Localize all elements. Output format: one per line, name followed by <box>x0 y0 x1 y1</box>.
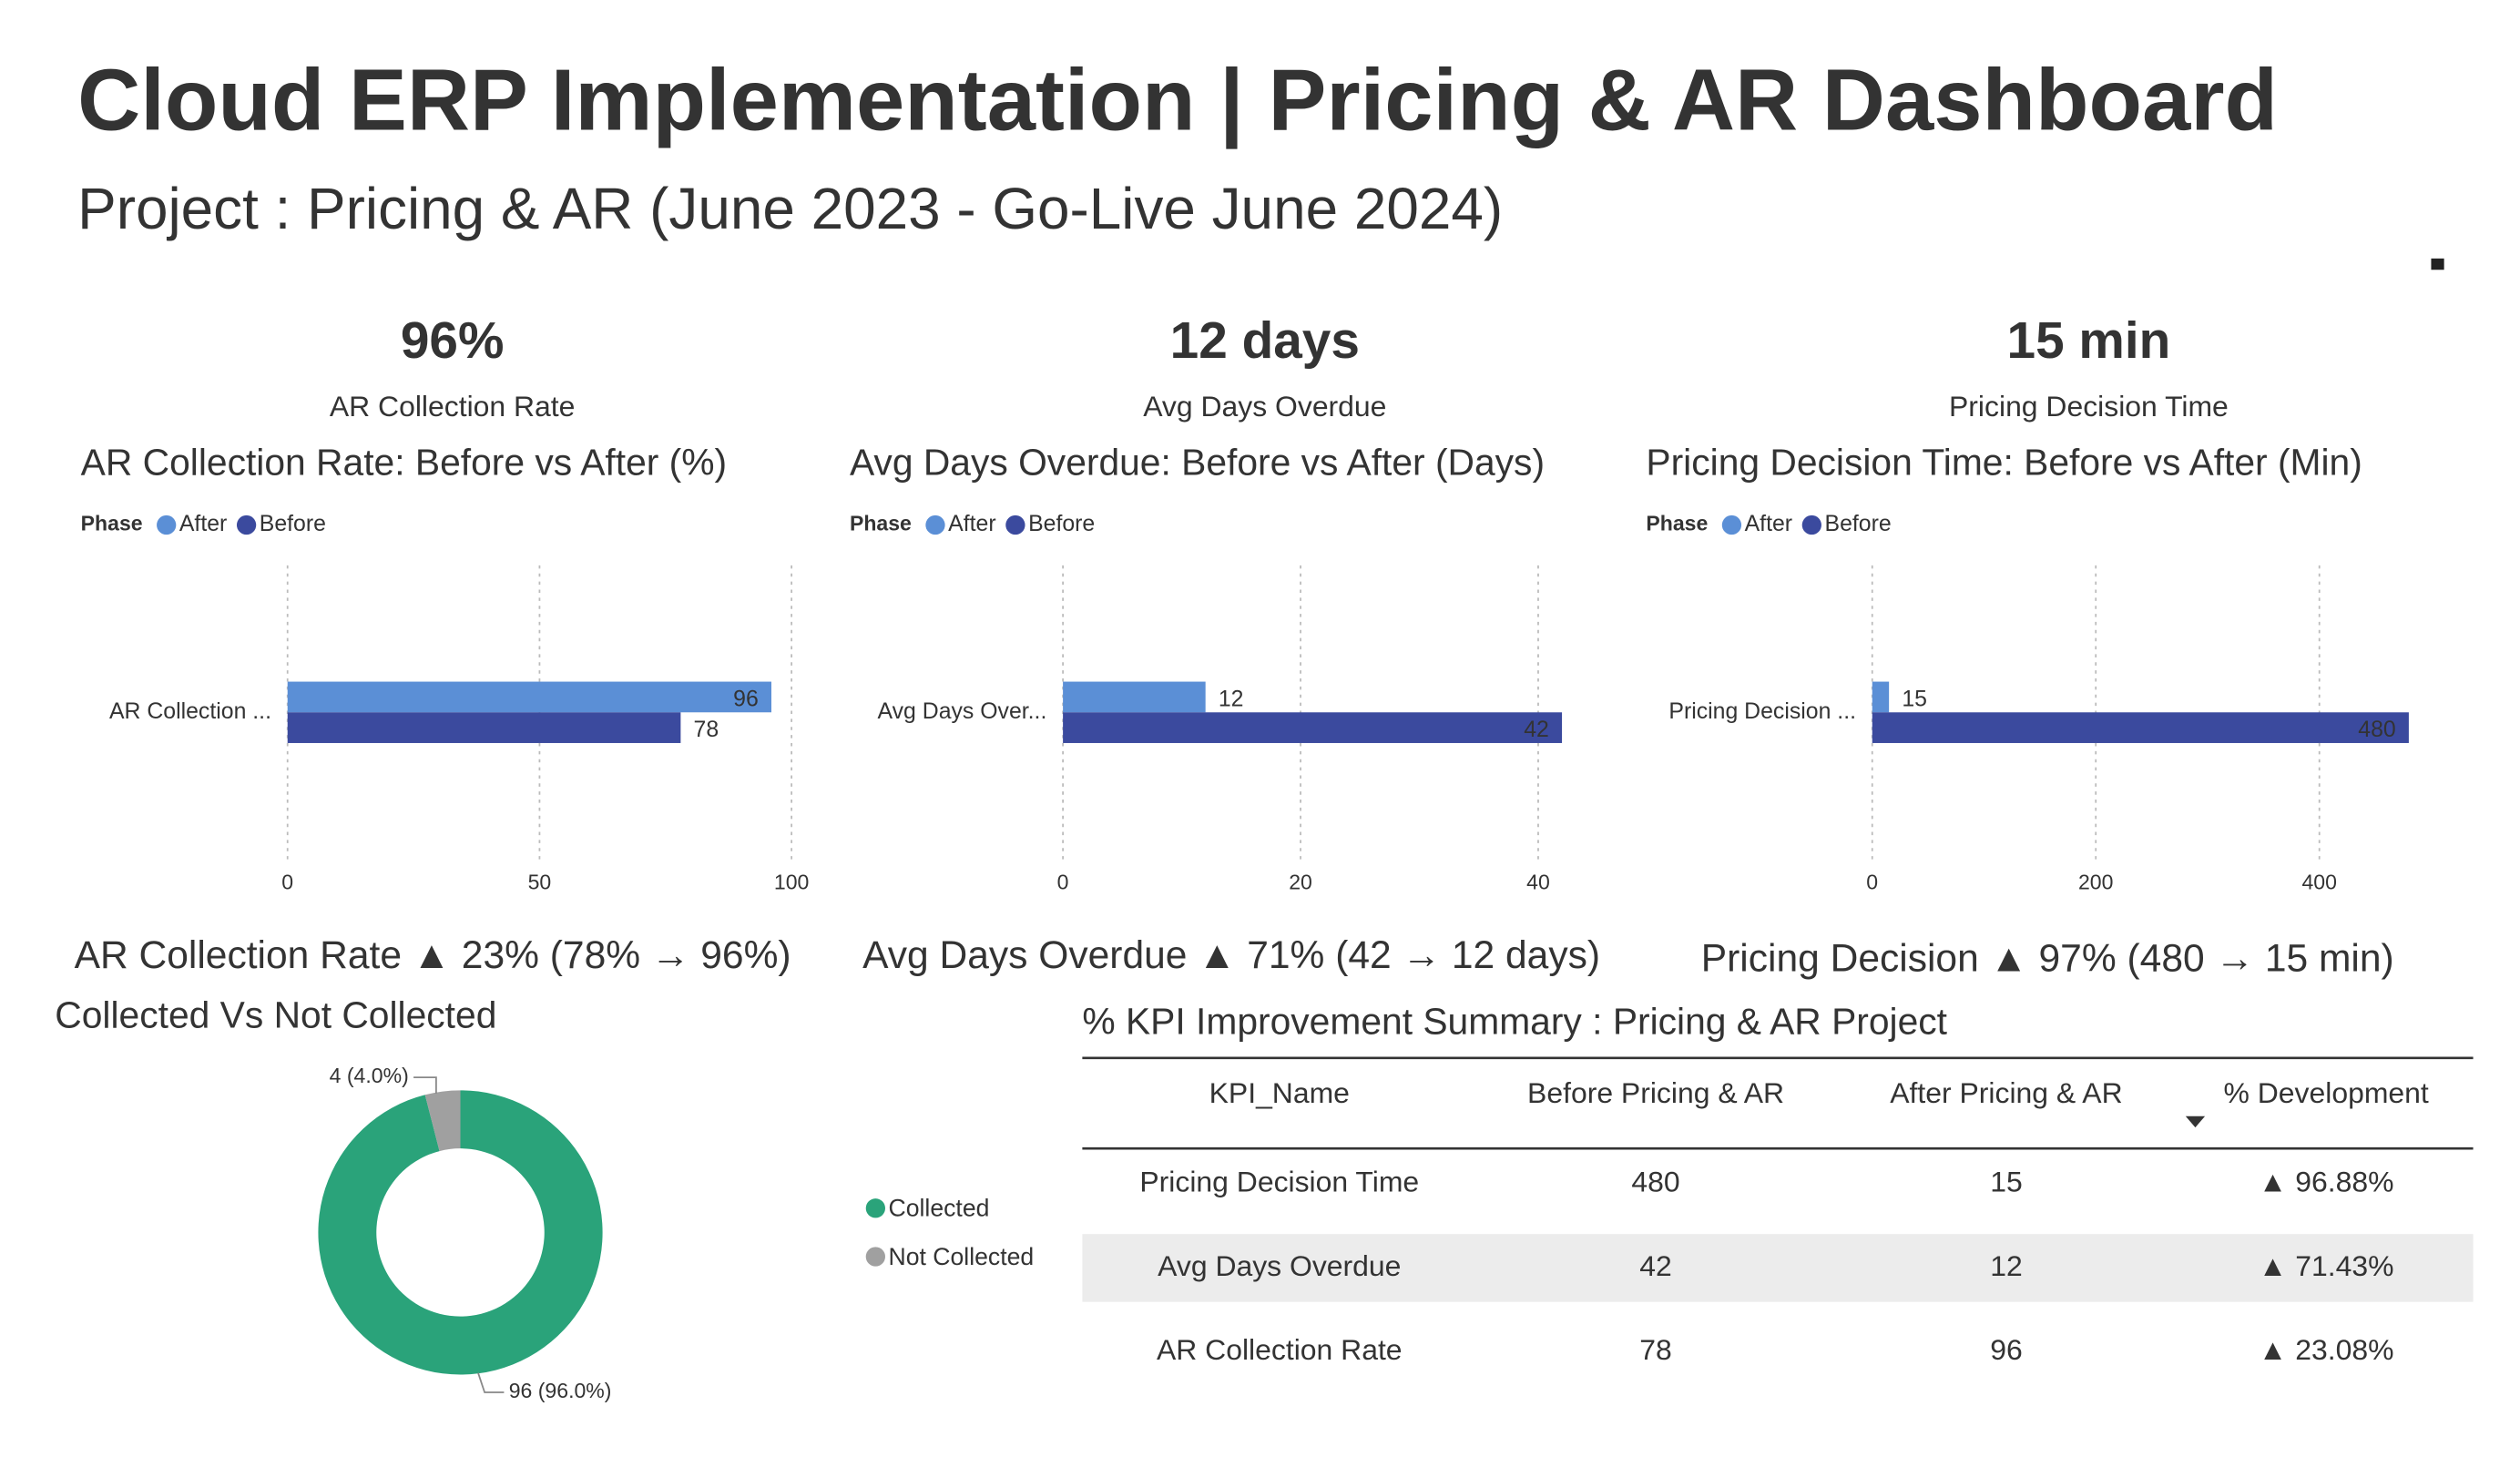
table-cell: ▲ 23.08% <box>2259 1333 2394 1366</box>
y-tick-label: Pricing Decision ... <box>1668 699 1856 724</box>
chart-title: Avg Days Overdue: Before vs After (Days) <box>850 442 1545 484</box>
improvement-summary: Pricing Decision ▲ 97% (480 → 15 min) <box>1701 937 2394 981</box>
bar <box>1063 712 1563 743</box>
data-label: 96 <box>733 688 759 712</box>
legend-label: After <box>179 512 227 536</box>
legend-label: Not Collected <box>889 1243 1035 1270</box>
data-label: 96 (96.0%) <box>509 1379 612 1402</box>
table-cell: ▲ 71.43% <box>2259 1249 2394 1282</box>
pie-slice <box>318 1090 603 1375</box>
legend-swatch <box>1721 515 1742 535</box>
x-tick-label: 400 <box>2301 870 2336 893</box>
table-cell: 42 <box>1639 1249 1672 1282</box>
x-tick-label: 20 <box>1289 870 1312 893</box>
chart-title: Collected Vs Not Collected <box>55 993 496 1035</box>
legend-title: Phase <box>1646 512 1708 535</box>
legend-label: Before <box>260 512 326 536</box>
x-tick-label: 40 <box>1526 870 1550 893</box>
table-title: % KPI Improvement Summary : Pricing & AR… <box>1082 1000 1947 1042</box>
table-cell: 480 <box>1631 1166 1679 1198</box>
table-cell: Avg Days Overdue <box>1158 1249 1401 1282</box>
legend-label: Before <box>1825 512 1892 536</box>
table-cell: 12 <box>1990 1249 2023 1282</box>
table-cell: ▲ 96.88% <box>2259 1166 2394 1198</box>
x-tick-label: 0 <box>1866 870 1878 893</box>
y-tick-label: Avg Days Over... <box>878 699 1047 724</box>
table-cell: 78 <box>1639 1333 1672 1366</box>
row-band <box>1082 1234 2474 1302</box>
legend-label: Before <box>1028 512 1095 536</box>
legend-swatch <box>236 515 257 535</box>
y-tick-label: AR Collection ... <box>109 699 271 724</box>
table-cell: AR Collection Rate <box>1157 1333 1403 1366</box>
bar <box>1872 681 1890 713</box>
pie-slice <box>424 1090 461 1152</box>
data-label: 12 <box>1219 688 1244 712</box>
legend-label: After <box>948 512 995 536</box>
legend-title: Phase <box>850 512 912 535</box>
legend-label: Collected <box>889 1195 990 1222</box>
x-tick-label: 0 <box>1057 870 1069 893</box>
kpi-value: 15 min <box>2007 312 2171 370</box>
sort-indicator <box>2185 1116 2206 1128</box>
legend-swatch <box>865 1198 885 1218</box>
x-tick-label: 50 <box>528 870 552 893</box>
bar <box>287 712 681 743</box>
kpi-label: Pricing Decision Time <box>1949 390 2229 423</box>
legend-swatch <box>1005 515 1025 535</box>
x-tick-label: 100 <box>774 870 809 893</box>
data-label: 4 (4.0%) <box>330 1064 409 1087</box>
table-cell: 96 <box>1990 1333 2023 1366</box>
improvement-summary: AR Collection Rate ▲ 23% (78% → 96%) <box>75 933 791 977</box>
data-label: 78 <box>694 718 719 742</box>
legend-label: After <box>1745 512 1792 536</box>
leader-line <box>413 1076 437 1094</box>
chart-title: AR Collection Rate: Before vs After (%) <box>81 442 727 484</box>
page-subtitle: Project : Pricing & AR (June 2023 - Go-L… <box>77 176 1503 241</box>
column-header: Before Pricing & AR <box>1527 1076 1784 1109</box>
bar <box>287 681 771 713</box>
legend-swatch <box>1801 515 1821 535</box>
chart-title: Pricing Decision Time: Before vs After (… <box>1646 442 2362 484</box>
legend-title: Phase <box>81 512 143 535</box>
kpi-label: Avg Days Overdue <box>1143 390 1386 423</box>
bar <box>1872 712 2409 743</box>
page-title: Cloud ERP Implementation | Pricing & AR … <box>77 51 2278 149</box>
x-tick-label: 200 <box>2078 870 2113 893</box>
data-label: 15 <box>1902 688 1927 712</box>
leader-line <box>477 1372 505 1393</box>
improvement-summary: Avg Days Overdue ▲ 71% (42 → 12 days) <box>862 933 1600 977</box>
column-header: KPI_Name <box>1209 1076 1350 1109</box>
kpi-value: 12 days <box>1170 312 1360 370</box>
kpi-value: 96% <box>401 312 505 370</box>
focus-marker <box>2431 258 2444 270</box>
data-label: 42 <box>1524 718 1549 742</box>
legend-swatch <box>157 515 177 535</box>
table-cell: 15 <box>1990 1166 2023 1198</box>
column-header: % Development <box>2224 1076 2429 1109</box>
table-cell: Pricing Decision Time <box>1139 1166 1419 1198</box>
data-label: 480 <box>2358 718 2395 742</box>
kpi-label: AR Collection Rate <box>330 390 576 423</box>
legend-swatch <box>865 1247 885 1267</box>
column-header: After Pricing & AR <box>1890 1076 2122 1109</box>
legend-swatch <box>925 515 945 535</box>
bar <box>1063 681 1206 713</box>
x-tick-label: 0 <box>281 870 293 893</box>
